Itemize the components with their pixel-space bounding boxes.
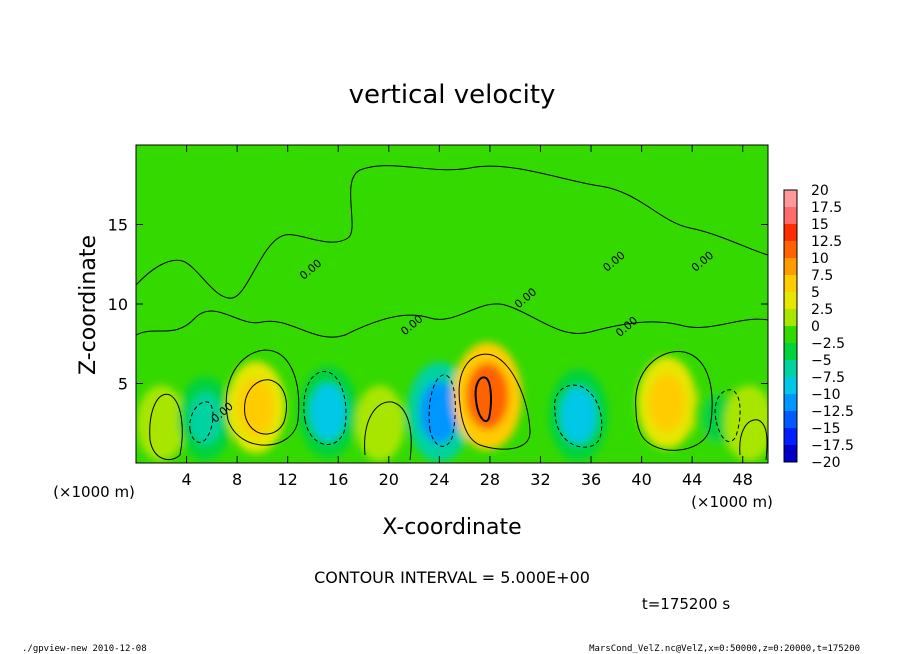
colorbar-label-16: −20 xyxy=(811,455,841,471)
y-tick-label-0: 5 xyxy=(118,375,128,394)
positive-contour-6 xyxy=(149,393,183,461)
positive-contour-1 xyxy=(225,349,300,446)
colorbar-swatch-11 xyxy=(784,377,797,394)
field-feature-3-1 xyxy=(309,383,347,441)
colorbar-label-11: −7.5 xyxy=(811,370,845,386)
colorbar-label-0: 20 xyxy=(811,183,829,199)
positive-contour-8 xyxy=(739,419,768,461)
zero-contour-upper xyxy=(136,165,768,299)
negative-contour-4 xyxy=(554,384,603,448)
positive-contour-7 xyxy=(364,401,412,461)
x-tick-label-4: 20 xyxy=(379,470,399,489)
colorbar-swatch-8 xyxy=(784,326,797,343)
negative-contour-5 xyxy=(714,389,741,442)
x-tick-label-8: 36 xyxy=(581,470,601,489)
colorbar-label-1: 17.5 xyxy=(811,200,842,216)
x-axis-ticks: 4 8 12 16 20 24 28 32 36 40 44 48 xyxy=(181,145,753,489)
y-axis-label: Z-coordinate xyxy=(76,235,101,375)
y-axis-ticks: 5 10 15 xyxy=(108,216,768,394)
footer-left: ./gpview-new 2010-12-08 xyxy=(22,644,147,654)
y-axis-unit: (×1000 m) xyxy=(53,483,135,501)
colorbar-swatch-10 xyxy=(784,360,797,377)
colorbar-swatch-15 xyxy=(784,445,797,462)
colorbar-label-8: 0 xyxy=(811,319,820,335)
field-feature-0-1 xyxy=(146,399,177,447)
colorbar-swatch-0 xyxy=(784,190,797,207)
y-tick-label-2: 15 xyxy=(108,216,128,235)
colorbar-label-6: 5 xyxy=(811,285,820,301)
contour-lines xyxy=(136,165,768,461)
colorbar-label-13: −12.5 xyxy=(811,404,854,420)
positive-contour-2 xyxy=(244,379,287,435)
field-feature-4-1 xyxy=(364,399,396,447)
field-feature-10-1 xyxy=(733,399,765,447)
negative-contour-3 xyxy=(428,374,456,447)
field-feature-7-1 xyxy=(560,386,597,444)
positive-contour-3 xyxy=(458,353,531,450)
negative-contour-1 xyxy=(303,371,347,445)
colorbar-swatch-1 xyxy=(784,207,797,224)
x-tick-label-1: 8 xyxy=(232,470,242,489)
colorbar-swatch-7 xyxy=(784,309,797,326)
colorbar-swatch-4 xyxy=(784,258,797,275)
zero-contour-mid xyxy=(136,303,768,338)
x-axis-label: X-coordinate xyxy=(382,515,521,540)
x-tick-label-11: 48 xyxy=(733,470,753,489)
chart-title: vertical velocity xyxy=(349,80,556,110)
negative-contour-2 xyxy=(189,401,214,443)
colorbar-label-15: −17.5 xyxy=(811,438,854,454)
x-tick-label-10: 44 xyxy=(682,470,702,489)
colorbar-swatch-9 xyxy=(784,343,797,360)
colorbar-swatch-12 xyxy=(784,394,797,411)
positive-contour-5 xyxy=(635,351,713,451)
field-feature-2-1 xyxy=(237,378,275,436)
field-feature-6-1 xyxy=(466,362,509,430)
x-tick-label-9: 40 xyxy=(631,470,651,489)
colorbar-swatch-14 xyxy=(784,428,797,445)
colorbar-label-7: 2.5 xyxy=(811,302,833,318)
x-tick-label-0: 4 xyxy=(181,470,191,489)
contour-interval-label: CONTOUR INTERVAL = 5.000E+00 xyxy=(314,568,590,587)
colorbar-swatch-5 xyxy=(784,275,797,292)
colorbar-label-14: −15 xyxy=(811,421,841,437)
colorbar-label-9: −2.5 xyxy=(811,336,845,352)
colorbar-label-3: 12.5 xyxy=(811,234,842,250)
x-tick-label-5: 24 xyxy=(429,470,449,489)
colorbar-label-10: −5 xyxy=(811,353,832,369)
colorbar-label-2: 15 xyxy=(811,217,829,233)
colorbar-label-5: 7.5 xyxy=(811,268,833,284)
colorbar-swatch-3 xyxy=(784,241,797,258)
time-label: t=175200 s xyxy=(642,595,730,613)
x-tick-label-2: 12 xyxy=(278,470,298,489)
x-tick-label-6: 28 xyxy=(480,470,500,489)
positive-contour-4 xyxy=(474,376,492,423)
colorbar: 2017.51512.5107.552.50−2.5−5−7.5−10−12.5… xyxy=(783,183,854,471)
colorbar-swatch-2 xyxy=(784,224,797,241)
y-tick-label-1: 10 xyxy=(108,295,128,314)
colorbar-swatch-13 xyxy=(784,411,797,428)
x-tick-label-7: 32 xyxy=(530,470,550,489)
footer-right: MarsCond_VelZ.nc@VelZ,x=0:50000,z=0:2000… xyxy=(589,644,860,654)
field-feature-8-1 xyxy=(648,374,686,432)
colorbar-label-4: 10 xyxy=(811,251,829,267)
field-feature-1-1 xyxy=(188,392,223,445)
x-tick-label-3: 16 xyxy=(328,470,348,489)
x-axis-unit: (×1000 m) xyxy=(691,493,773,511)
colorbar-swatch-6 xyxy=(784,292,797,309)
colorbar-label-12: −10 xyxy=(811,387,841,403)
colorbar-frame xyxy=(783,189,798,463)
